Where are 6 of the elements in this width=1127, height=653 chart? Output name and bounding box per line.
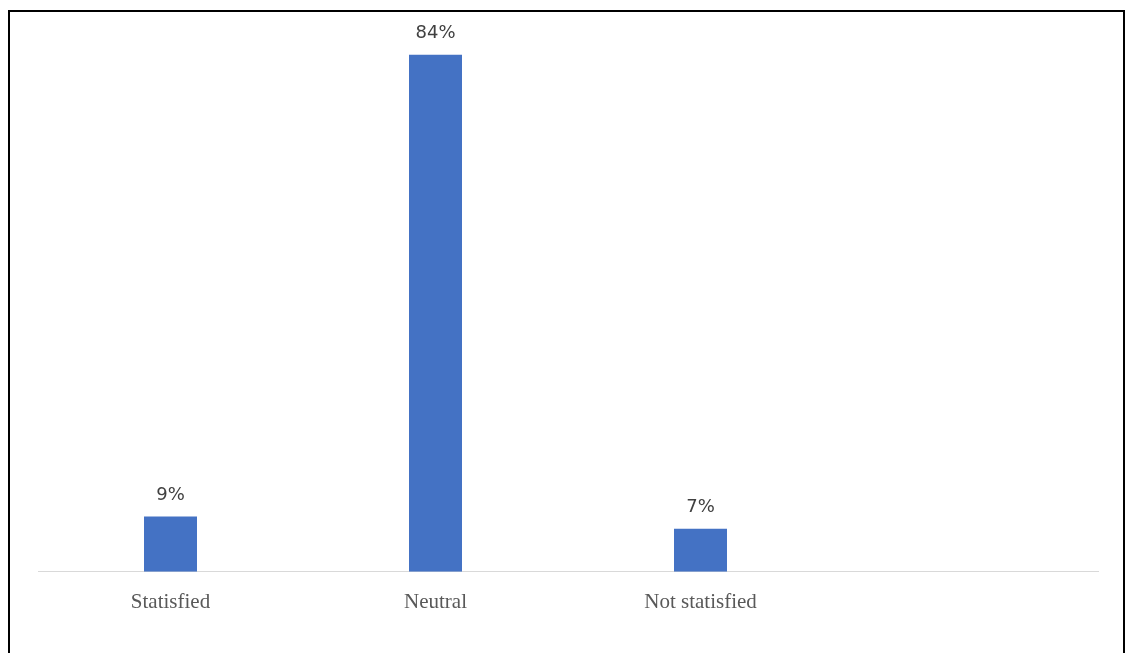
data-label: 9% (156, 483, 185, 505)
x-tick-label: Statisfied (130, 588, 211, 613)
data-label: 7% (686, 495, 715, 517)
data-label: 84% (415, 21, 456, 43)
x-tick-label: Not statisfied (644, 588, 758, 613)
x-tick-label: Neutral (404, 588, 468, 613)
